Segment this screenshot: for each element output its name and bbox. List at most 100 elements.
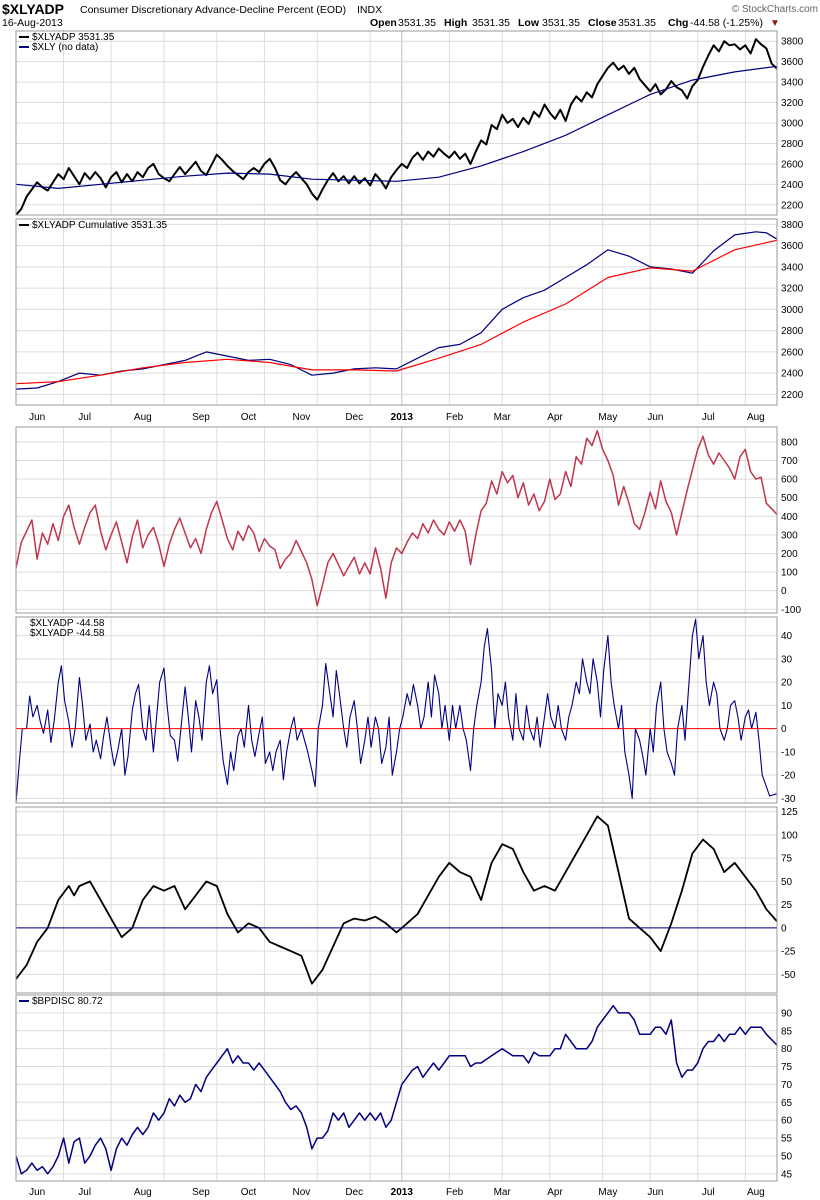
series-line <box>15 1004 778 1175</box>
y-tick-label: 65 <box>781 1098 793 1109</box>
y-tick-label: 2400 <box>781 180 804 191</box>
y-tick-label: -20 <box>781 771 796 782</box>
y-tick-label: 0 <box>781 586 787 597</box>
y-tick-label: 75 <box>781 1062 793 1073</box>
y-tick-label: 20 <box>781 678 793 689</box>
y-tick-label: 0 <box>781 724 787 735</box>
y-tick-label: 3200 <box>781 284 804 295</box>
y-tick-label: 3600 <box>781 241 804 252</box>
y-tick-label: -30 <box>781 794 796 805</box>
legend-entry: $XLYADP 3531.35 <box>32 32 115 43</box>
panel-1: 2200 2400 2600 2800 3000 3200 3400 3600 3800 $XLY… <box>15 30 804 216</box>
y-tick-label: 2600 <box>781 347 804 358</box>
close-value: 3531.35 <box>618 17 656 29</box>
x-tick-label-bottom: Jun <box>647 1187 663 1198</box>
y-tick-label: 0 <box>781 923 787 934</box>
y-tick-label: 500 <box>781 493 798 504</box>
x-tick-label-bottom: Aug <box>134 1187 152 1198</box>
y-tick-label: 55 <box>781 1134 793 1145</box>
series-line <box>15 815 778 985</box>
panel-frame <box>15 30 778 216</box>
y-tick-label: 2600 <box>781 159 804 170</box>
y-tick-label: 3200 <box>781 98 804 109</box>
panel-frame <box>15 994 778 1182</box>
legend-entry: $XLYADP -44.58 <box>30 618 105 629</box>
x-tick-label-bottom: Jul <box>78 1187 91 1198</box>
panel-frame <box>15 426 778 614</box>
open-label: Open <box>370 17 397 29</box>
x-tick-label-bottom: Jun <box>29 1187 45 1198</box>
panel-6: 45 50 55 60 65 70 75 80 85 90 $BPDISC 80.72 <box>15 994 793 1182</box>
y-tick-label: 2200 <box>781 390 804 401</box>
copyright: © StockCharts.com <box>732 4 818 15</box>
y-tick-label: 400 <box>781 512 798 523</box>
legend-entry: $XLY (no data) <box>32 42 98 53</box>
y-tick-label: 3800 <box>781 220 804 231</box>
chart-date: 16-Aug-2013 <box>2 17 63 29</box>
x-tick-label-top: Mar <box>494 412 512 423</box>
x-tick-label-top: Aug <box>747 412 765 423</box>
y-tick-label: 75 <box>781 854 793 865</box>
y-tick-label: 90 <box>781 1008 793 1019</box>
y-tick-label: 100 <box>781 830 798 841</box>
y-tick-label: 800 <box>781 437 798 448</box>
symbol-description: Consumer Discretionary Advance-Decline P… <box>80 4 346 16</box>
legend-entry: $XLYADP -44.58 <box>30 628 105 639</box>
y-tick-label: 3600 <box>781 57 804 68</box>
x-tick-label-bottom: Aug <box>747 1187 765 1198</box>
panel-2: 2200 2400 2600 2800 3000 3200 3400 3600 3800 $XLY… <box>15 218 804 406</box>
y-tick-label: 600 <box>781 475 798 486</box>
low-label: Low <box>518 17 540 29</box>
series-line <box>15 38 778 216</box>
y-tick-label: 50 <box>781 877 793 888</box>
panel-3: -100 0 100 200 300 400 500 600 700 800 <box>15 426 801 616</box>
y-tick-label: 300 <box>781 530 798 541</box>
y-tick-label: 10 <box>781 701 793 712</box>
y-tick-label: 50 <box>781 1151 793 1162</box>
y-tick-label: 125 <box>781 807 798 818</box>
y-tick-label: 80 <box>781 1044 793 1055</box>
x-tick-label-bottom: Mar <box>494 1187 512 1198</box>
chg-label: Chg <box>668 17 688 29</box>
y-tick-label: -50 <box>781 970 796 981</box>
panel-5: -50 -25 0 25 50 75 100 125 <box>15 806 798 994</box>
open-value: 3531.35 <box>398 17 436 29</box>
exchange-label: INDX <box>357 4 382 16</box>
x-tick-label-top: May <box>598 412 617 423</box>
y-tick-label: 200 <box>781 549 798 560</box>
y-tick-label: -100 <box>781 605 801 616</box>
y-tick-label: 100 <box>781 568 798 579</box>
series-line <box>15 231 778 390</box>
x-tick-label-bottom: Sep <box>192 1187 210 1198</box>
x-tick-label-top: 2013 <box>391 412 414 423</box>
legend-entry: $BPDISC 80.72 <box>32 996 103 1007</box>
y-tick-label: 3000 <box>781 305 804 316</box>
x-tick-label-bottom: 2013 <box>391 1187 414 1198</box>
high-value: 3531.35 <box>472 17 510 29</box>
x-tick-label-top: Aug <box>134 412 152 423</box>
y-tick-label: 40 <box>781 631 793 642</box>
panel-4: -30 -20 -10 0 10 20 30 40 $XLYADP -44.58$XLYADP … <box>15 616 796 805</box>
y-tick-label: -25 <box>781 947 796 958</box>
y-tick-label: 2200 <box>781 200 804 211</box>
x-tick-label-top: Oct <box>241 412 257 423</box>
y-tick-label: 2800 <box>781 139 804 150</box>
x-tick-label-top: Jul <box>78 412 91 423</box>
y-tick-label: 3400 <box>781 262 804 273</box>
legend-entry: $XLYADP Cumulative 3531.35 <box>32 220 168 231</box>
y-tick-label: 2800 <box>781 326 804 337</box>
y-tick-label: 3400 <box>781 78 804 89</box>
low-value: 3531.35 <box>542 17 580 29</box>
panel-frame <box>15 806 778 994</box>
x-tick-label-top: Apr <box>547 412 563 423</box>
high-label: High <box>444 17 467 29</box>
y-tick-label: 3800 <box>781 37 804 48</box>
x-tick-label-bottom: Feb <box>446 1187 464 1198</box>
series-line <box>15 239 778 385</box>
y-tick-label: -10 <box>781 747 796 758</box>
x-tick-label-top: Feb <box>446 412 464 423</box>
close-label: Close <box>588 17 617 29</box>
x-tick-label-top: Nov <box>292 412 310 423</box>
x-tick-label-top: Dec <box>345 412 363 423</box>
